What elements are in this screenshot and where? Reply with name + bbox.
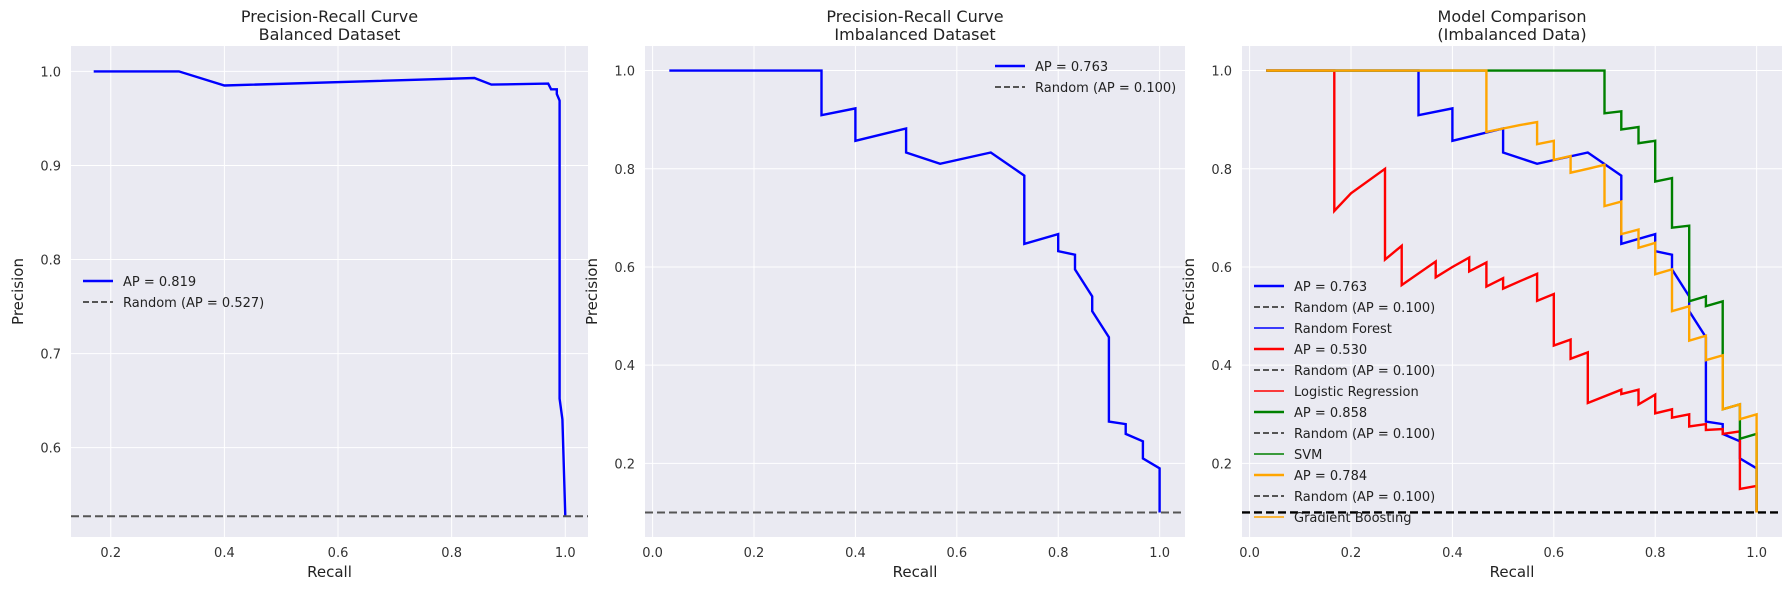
x-tick-label: 0.0 <box>642 546 663 561</box>
plot-area <box>645 46 1185 537</box>
legend-entry: AP = 0.763 <box>1294 280 1367 295</box>
pr-curve-1 <box>669 69 1161 513</box>
y-tick-label: 0.4 <box>614 359 635 374</box>
chart-panel-2: 0.0 0.2 0.4 0.6 0.8 1.0 0.2 0.4 0.6 0.8 1.0 Precisi… <box>583 7 1185 581</box>
legend-entry: SVM <box>1294 448 1322 463</box>
y-axis-label: Precision <box>9 258 27 325</box>
y-tick-label: 0.9 <box>40 159 61 174</box>
x-tick-label: 0.2 <box>100 546 121 561</box>
x-tick-label: 0.6 <box>328 546 349 561</box>
x-axis-label: Recall <box>893 563 938 581</box>
legend-entry: Random (AP = 0.100) <box>1294 364 1435 379</box>
chart-subtitle: Imbalanced Dataset <box>834 25 995 44</box>
y-tick-label: 0.6 <box>1211 261 1232 276</box>
x-tick-label: 0.2 <box>744 546 765 561</box>
legend-entry: Random (AP = 0.527) <box>123 296 264 311</box>
legend-entry: AP = 0.784 <box>1294 469 1367 484</box>
y-tick-label: 1.0 <box>1211 65 1232 80</box>
legend-entry: Random (AP = 0.100) <box>1035 81 1176 96</box>
pr-curve-4 <box>1266 69 1758 513</box>
plot-area <box>71 46 588 537</box>
chart-title: Precision-Recall Curve <box>826 7 1003 26</box>
legend-entry: Gradient Boosting <box>1294 511 1412 526</box>
legend-entry: Random Forest <box>1294 322 1392 337</box>
x-tick-label: 1.0 <box>555 546 576 561</box>
x-tick-label: 1.0 <box>1746 546 1767 561</box>
x-tick-label: 0.4 <box>845 546 866 561</box>
legend-entry: AP = 0.530 <box>1294 343 1367 358</box>
legend-entry: Random (AP = 0.100) <box>1294 301 1435 316</box>
x-axis-label: Recall <box>307 563 352 581</box>
x-tick-label: 0.6 <box>946 546 967 561</box>
pr-curve-10 <box>1266 69 1758 513</box>
chart-panel-1: 0.2 0.4 0.6 0.8 1.0 0.6 0.7 0.8 0.9 1.0 Precision-… <box>9 7 588 581</box>
legend: AP = 0.763 Random (AP = 0.100) Random Fore… <box>1254 280 1435 526</box>
x-tick-label: 0.6 <box>1543 546 1564 561</box>
y-tick-label: 0.8 <box>1211 163 1232 178</box>
legend: AP = 0.819 Random (AP = 0.527) <box>83 275 264 311</box>
y-axis-label: Precision <box>583 258 601 325</box>
y-tick-label: 0.4 <box>1211 359 1232 374</box>
y-tick-label: 1.0 <box>614 65 635 80</box>
x-tick-label: 0.8 <box>441 546 462 561</box>
chart-subtitle: Balanced Dataset <box>259 25 401 44</box>
legend-entry: Logistic Regression <box>1294 385 1419 400</box>
y-tick-label: 0.6 <box>40 442 61 457</box>
x-tick-label: 0.4 <box>214 546 235 561</box>
chart-title: Precision-Recall Curve <box>241 7 418 26</box>
chart-subtitle: (Imbalanced Data) <box>1437 25 1586 44</box>
x-tick-label: 0.2 <box>1341 546 1362 561</box>
y-tick-label: 0.7 <box>40 348 61 363</box>
legend-entry: Random (AP = 0.100) <box>1294 427 1435 442</box>
legend: AP = 0.763 Random (AP = 0.100) <box>995 60 1176 96</box>
y-tick-label: 0.8 <box>614 163 635 178</box>
chart-panel-3: 0.0 0.2 0.4 0.6 0.8 1.0 0.2 0.4 0.6 0.8 1.0 Model C… <box>1180 7 1782 581</box>
pr-curve-1 <box>93 70 567 517</box>
y-tick-label: 0.6 <box>614 261 635 276</box>
x-tick-label: 0.0 <box>1239 546 1260 561</box>
x-tick-label: 0.4 <box>1442 546 1463 561</box>
legend-entry: AP = 0.763 <box>1035 60 1108 75</box>
legend-entry: AP = 0.819 <box>123 275 196 290</box>
y-tick-label: 0.8 <box>40 254 61 269</box>
y-axis-label: Precision <box>1180 258 1198 325</box>
legend-entry: AP = 0.858 <box>1294 406 1367 421</box>
x-tick-label: 0.8 <box>1048 546 1069 561</box>
x-axis-label: Recall <box>1490 563 1535 581</box>
y-tick-label: 0.2 <box>614 457 635 472</box>
y-tick-label: 1.0 <box>40 65 61 80</box>
x-tick-label: 0.8 <box>1645 546 1666 561</box>
chart-title: Model Comparison <box>1438 7 1587 26</box>
x-tick-label: 1.0 <box>1149 546 1170 561</box>
legend-entry: Random (AP = 0.100) <box>1294 490 1435 505</box>
y-tick-label: 0.2 <box>1211 457 1232 472</box>
